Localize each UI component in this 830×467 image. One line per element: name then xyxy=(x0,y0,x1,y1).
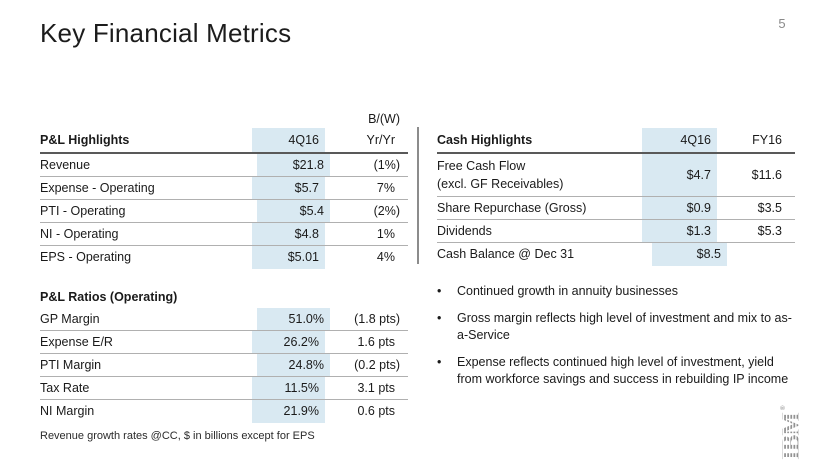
table-row: GP Margin 51.0% (1.8 pts) xyxy=(40,308,408,331)
column-header-4q16: 4Q16 xyxy=(642,128,717,152)
row-4q16-value: $5.01 xyxy=(252,246,325,269)
row-4q16-value: $1.3 xyxy=(642,220,717,242)
bullet-text: Continued growth in annuity businesses xyxy=(457,284,678,298)
table-row: Cash Balance @ Dec 31 $8.5 xyxy=(437,243,795,266)
list-item: • Gross margin reflects high level of in… xyxy=(437,310,799,344)
table-row: NI Margin 21.9% 0.6 pts xyxy=(40,400,408,423)
row-label: Expense - Operating xyxy=(40,180,155,195)
row-label: NI Margin xyxy=(40,404,95,419)
row-label: Expense E/R xyxy=(40,334,113,349)
svg-text:®: ® xyxy=(780,405,787,410)
cash-highlights-table: Cash Highlights 4Q16 FY16 Free Cash Flow… xyxy=(437,128,795,266)
row-fy16-value: $11.6 xyxy=(751,167,782,182)
table-row: Expense - Operating $5.7 7% xyxy=(40,177,408,200)
svg-text:IBM: IBM xyxy=(778,413,803,460)
footnote: Revenue growth rates @CC, $ in billions … xyxy=(40,430,315,442)
column-header-fy16: FY16 xyxy=(752,132,782,147)
pl-highlights-header-row: P&L Highlights 4Q16 Yr/Yr xyxy=(40,128,408,154)
row-4q16-value: 11.5% xyxy=(252,377,325,399)
row-fy16-value: $5.3 xyxy=(757,223,782,238)
row-label: GP Margin xyxy=(40,311,100,326)
bw-label: B/(W) xyxy=(368,111,400,126)
table-row: Expense E/R 26.2% 1.6 pts xyxy=(40,331,408,354)
row-label: PTI Margin xyxy=(40,357,102,372)
table-row: NI - Operating $4.8 1% xyxy=(40,223,408,246)
row-yryr-value: 7% xyxy=(376,180,395,195)
table-title: Cash Highlights xyxy=(437,132,533,147)
row-4q16-value: 51.0% xyxy=(257,308,330,330)
row-label: Share Repurchase (Gross) xyxy=(437,200,587,215)
row-label: EPS - Operating xyxy=(40,250,132,265)
list-item: • Continued growth in annuity businesses xyxy=(437,283,799,300)
row-fy16-value: $3.5 xyxy=(757,200,782,215)
row-4q16-value: $5.4 xyxy=(257,200,330,222)
row-4q16-value: 21.9% xyxy=(252,400,325,423)
row-label: Free Cash Flow xyxy=(437,159,526,174)
row-label: Revenue xyxy=(40,157,91,172)
table-title: P&L Ratios (Operating) xyxy=(40,289,178,304)
list-item: • Expense reflects continued high level … xyxy=(437,354,799,388)
commentary-bullets: • Continued growth in annuity businesses… xyxy=(437,283,799,398)
column-header-4q16: 4Q16 xyxy=(252,128,325,152)
row-label: NI - Operating xyxy=(40,226,119,241)
row-yryr-value: 1% xyxy=(376,226,395,241)
table-row: PTI Margin 24.8% (0.2 pts) xyxy=(40,354,408,377)
row-4q16-value: $5.7 xyxy=(252,177,325,199)
cash-highlights-header-row: Cash Highlights 4Q16 FY16 xyxy=(437,128,795,154)
row-label-line2: (excl. GF Receivables) xyxy=(437,176,564,191)
row-4q16-value: $21.8 xyxy=(257,154,330,176)
pl-ratios-table: P&L Ratios (Operating) GP Margin 51.0% (… xyxy=(40,286,408,423)
row-yryr-value: (1%) xyxy=(373,157,400,172)
table-row: Tax Rate 11.5% 3.1 pts xyxy=(40,377,408,400)
row-yryr-value: 3.1 pts xyxy=(357,380,395,395)
row-label: Dividends xyxy=(437,223,492,238)
pl-highlights-table: B/(W) P&L Highlights 4Q16 Yr/Yr Revenue … xyxy=(40,110,408,269)
bullet-text: Gross margin reflects high level of inve… xyxy=(457,311,792,342)
table-row: Revenue $21.8 (1%) xyxy=(40,154,408,177)
column-header-yryr: Yr/Yr xyxy=(366,132,395,147)
ibm-logo: IBM ® xyxy=(777,404,803,460)
bullet-icon: • xyxy=(437,284,442,298)
row-4q16-value: $0.9 xyxy=(642,197,717,219)
bullet-icon: • xyxy=(437,355,442,369)
row-yryr-value: 1.6 pts xyxy=(357,334,395,349)
row-yryr-value: (1.8 pts) xyxy=(354,311,400,326)
column-divider xyxy=(417,127,419,264)
page-number: 5 xyxy=(778,16,786,31)
column-note-row: B/(W) xyxy=(40,110,408,128)
row-label: Tax Rate xyxy=(40,380,90,395)
row-yryr-value: (2%) xyxy=(373,203,400,218)
row-4q16-value: $4.8 xyxy=(252,223,325,245)
bullet-text: Expense reflects continued high level of… xyxy=(457,355,789,386)
row-yryr-value: 0.6 pts xyxy=(357,404,395,419)
table-row: Dividends $1.3 $5.3 xyxy=(437,220,795,243)
row-label: PTI - Operating xyxy=(40,203,126,218)
row-4q16-value: $8.5 xyxy=(652,243,727,266)
ibm-logo-icon: IBM ® xyxy=(778,405,803,460)
row-4q16-value: 24.8% xyxy=(257,354,330,376)
row-label: Cash Balance @ Dec 31 xyxy=(437,247,575,262)
table-row: PTI - Operating $5.4 (2%) xyxy=(40,200,408,223)
row-4q16-value: $4.7 xyxy=(642,154,717,196)
row-4q16-value: 26.2% xyxy=(252,331,325,353)
table-row: Free Cash Flow (excl. GF Receivables) $4… xyxy=(437,154,795,197)
page-title: Key Financial Metrics xyxy=(40,18,292,48)
table-row: EPS - Operating $5.01 4% xyxy=(40,246,408,269)
row-yryr-value: 4% xyxy=(376,250,395,265)
table-row: Share Repurchase (Gross) $0.9 $3.5 xyxy=(437,197,795,220)
bullet-icon: • xyxy=(437,311,442,325)
row-yryr-value: (0.2 pts) xyxy=(354,357,400,372)
table-title: P&L Highlights xyxy=(40,132,130,147)
